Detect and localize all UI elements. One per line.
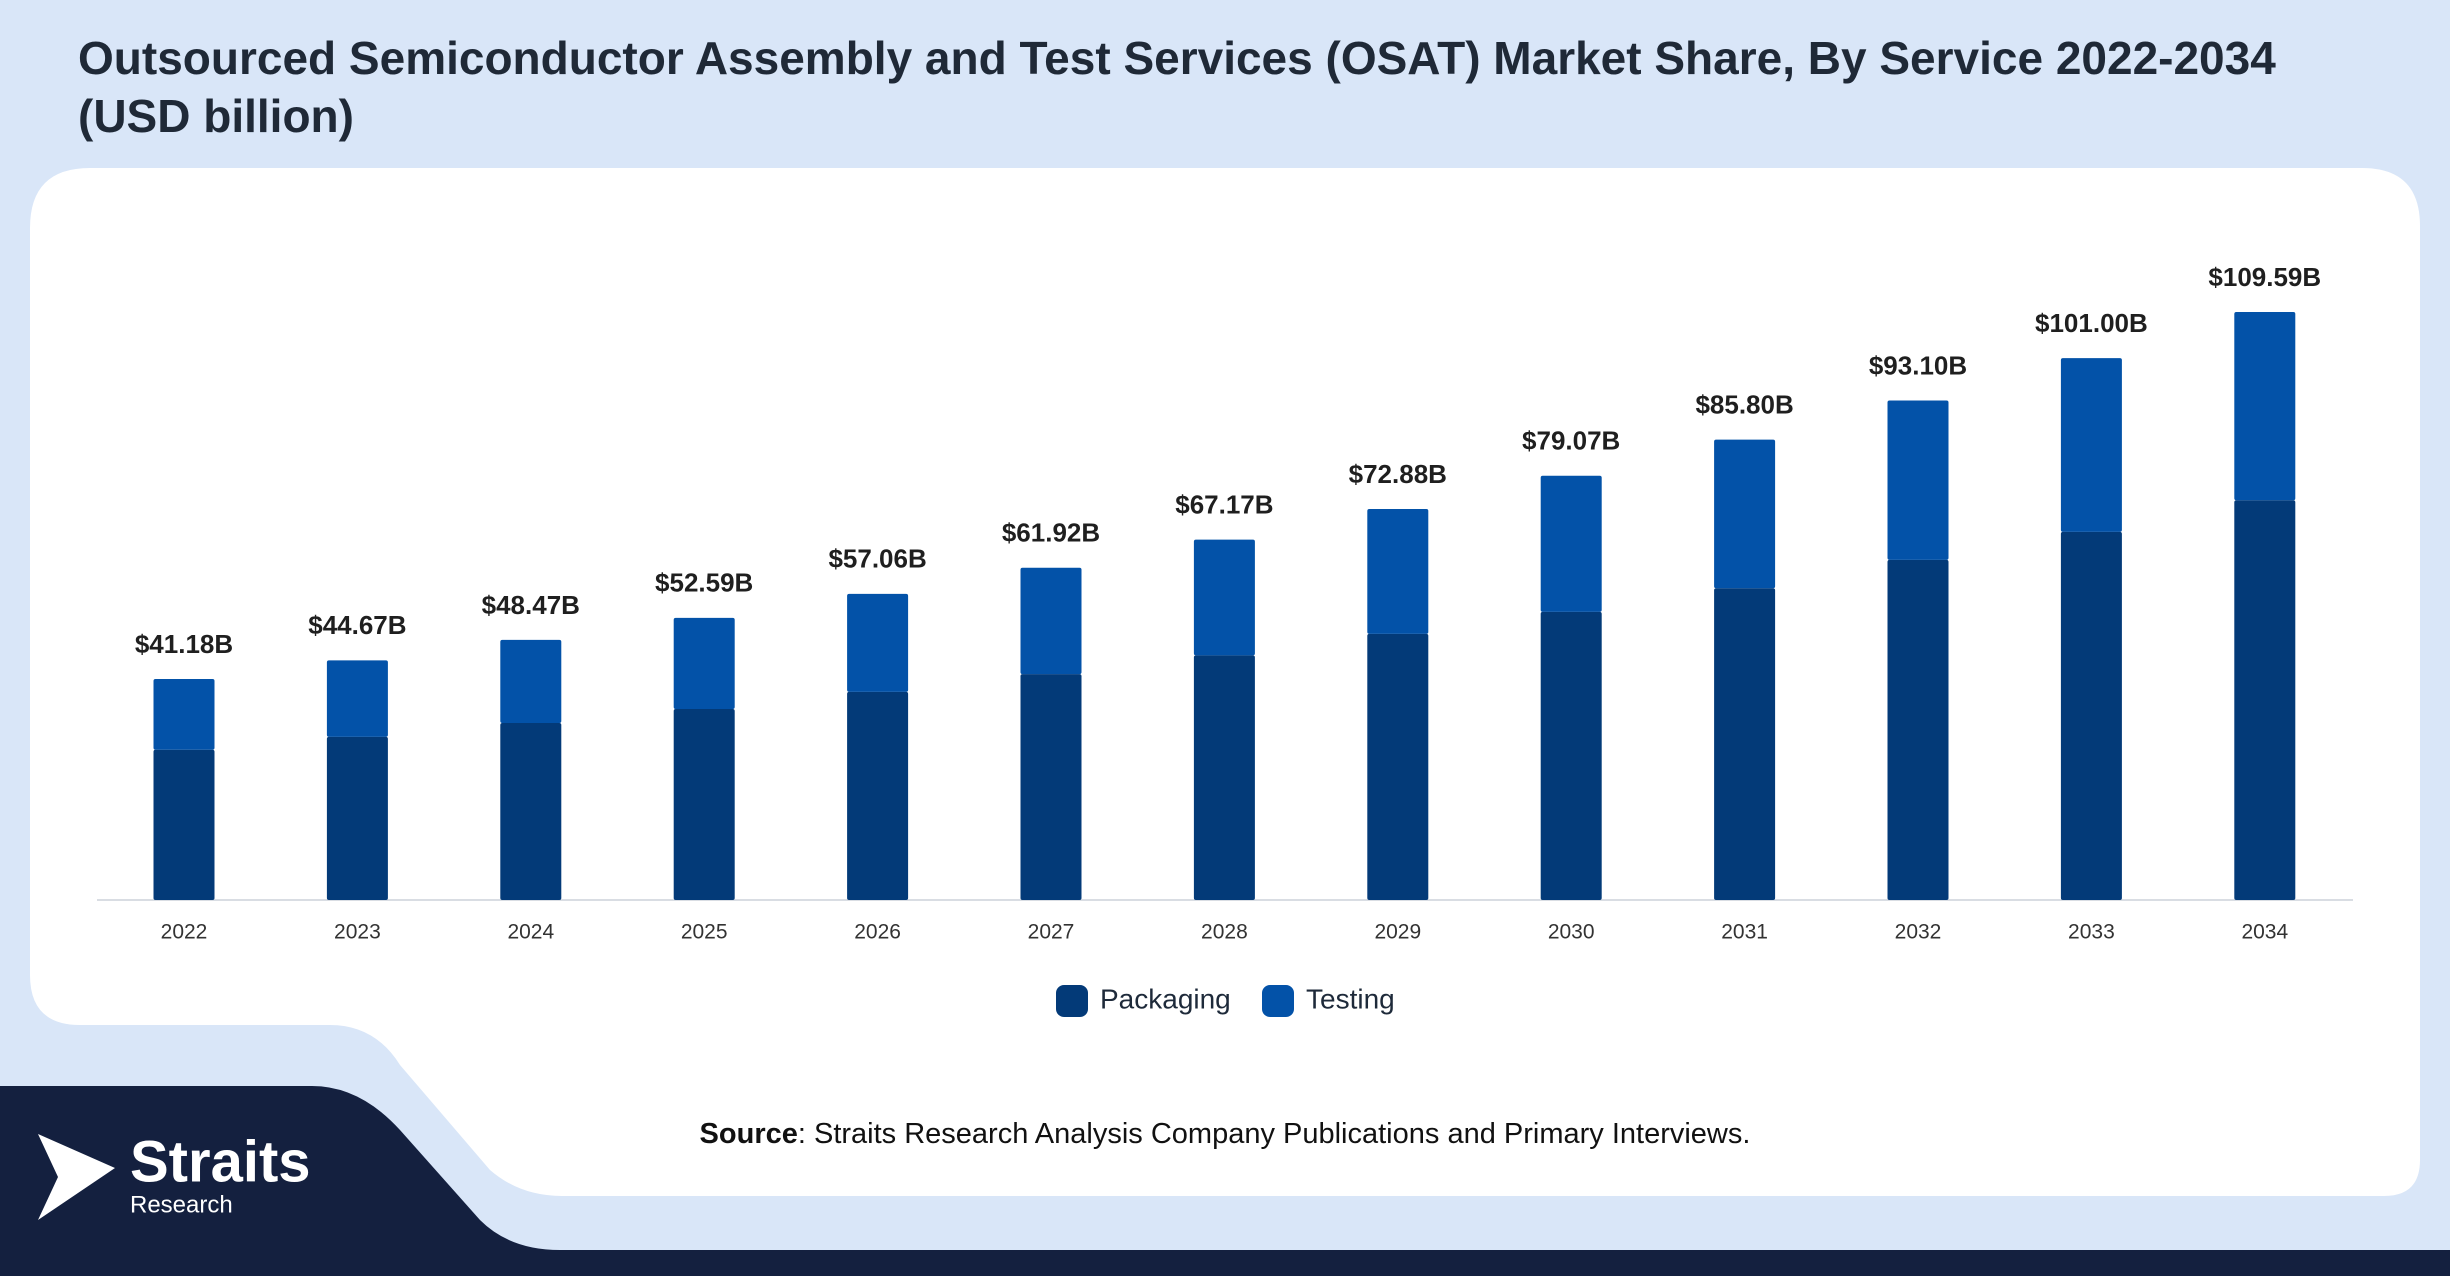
bar-segment <box>326 660 388 737</box>
legend-label: Packaging <box>1100 983 1231 1014</box>
bar-segment <box>1020 674 1082 900</box>
bar-segment <box>2060 358 2122 532</box>
bar-segment <box>153 749 215 900</box>
bar-segment <box>673 708 735 900</box>
plot: $41.18B 2022 $44.67B 2023 $48.47B 2024 $52.59B… <box>135 262 2321 1017</box>
x-tick-label: 2034 <box>2241 921 2288 944</box>
total-label: $93.10B <box>1869 350 1967 380</box>
total-label: $109.59B <box>2208 262 2321 292</box>
total-label: $57.06B <box>828 544 926 574</box>
bar-segment <box>500 639 562 723</box>
bar-segment <box>1540 611 1602 900</box>
bar-segment <box>847 691 909 900</box>
total-label: $44.67B <box>308 610 406 640</box>
title-line: (USD billion) <box>78 90 354 142</box>
total-label: $41.18B <box>135 629 233 659</box>
total-label: $72.88B <box>1349 459 1447 489</box>
total-label: $85.80B <box>1695 390 1793 420</box>
bar-segment <box>1367 508 1429 634</box>
bar-segment <box>1193 539 1255 656</box>
logo-name: Straits <box>130 1129 311 1194</box>
x-tick-label: 2033 <box>2068 921 2115 944</box>
logo-mark <box>38 1134 115 1220</box>
source-label: Source <box>700 1118 798 1150</box>
x-tick-label: 2029 <box>1374 921 1421 944</box>
x-tick-label: 2027 <box>1028 921 1075 944</box>
bar-segment <box>153 679 215 750</box>
source: Source: Straits Research Analysis Compan… <box>700 1118 1751 1150</box>
total-label: $52.59B <box>655 568 753 598</box>
legend-swatch <box>1056 985 1088 1017</box>
bar-segment <box>1887 400 1949 560</box>
bar-segment <box>1193 655 1255 900</box>
x-tick-label: 2032 <box>1895 921 1942 944</box>
title-line: Outsourced Semiconductor Assembly and Te… <box>78 32 2276 84</box>
x-tick-label: 2024 <box>507 921 554 944</box>
logo-sub: Research <box>130 1191 233 1218</box>
bar-segment <box>1367 633 1429 900</box>
legend-swatch <box>1262 985 1294 1017</box>
x-tick-label: 2030 <box>1548 921 1595 944</box>
bar-segment <box>500 722 562 900</box>
bar-segment <box>1714 439 1776 589</box>
total-label: $48.47B <box>482 590 580 620</box>
bar-segment <box>1020 567 1082 675</box>
x-tick-label: 2025 <box>681 921 728 944</box>
x-tick-label: 2026 <box>854 921 901 944</box>
bar-segment <box>2234 312 2296 501</box>
source-text: : Straits Research Analysis Company Publ… <box>798 1118 1751 1150</box>
bar-segment <box>2234 500 2296 900</box>
bar-segment <box>1714 588 1776 900</box>
total-label: $61.92B <box>1002 518 1100 548</box>
x-tick-label: 2028 <box>1201 921 1248 944</box>
bar-segment <box>1540 475 1602 612</box>
x-tick-label: 2023 <box>334 921 381 944</box>
x-tick-label: 2022 <box>161 921 208 944</box>
footer-band <box>0 1086 2450 1276</box>
total-label: $79.07B <box>1522 426 1620 456</box>
total-label: $67.17B <box>1175 489 1273 519</box>
bar-segment <box>1887 559 1949 900</box>
x-tick-label: 2031 <box>1721 921 1768 944</box>
bar-segment <box>673 617 735 709</box>
bar-segment <box>2060 531 2122 900</box>
bar-segment <box>847 593 909 692</box>
legend-label: Testing <box>1306 983 1395 1014</box>
bar-segment <box>326 736 388 900</box>
total-label: $101.00B <box>2035 308 2148 338</box>
